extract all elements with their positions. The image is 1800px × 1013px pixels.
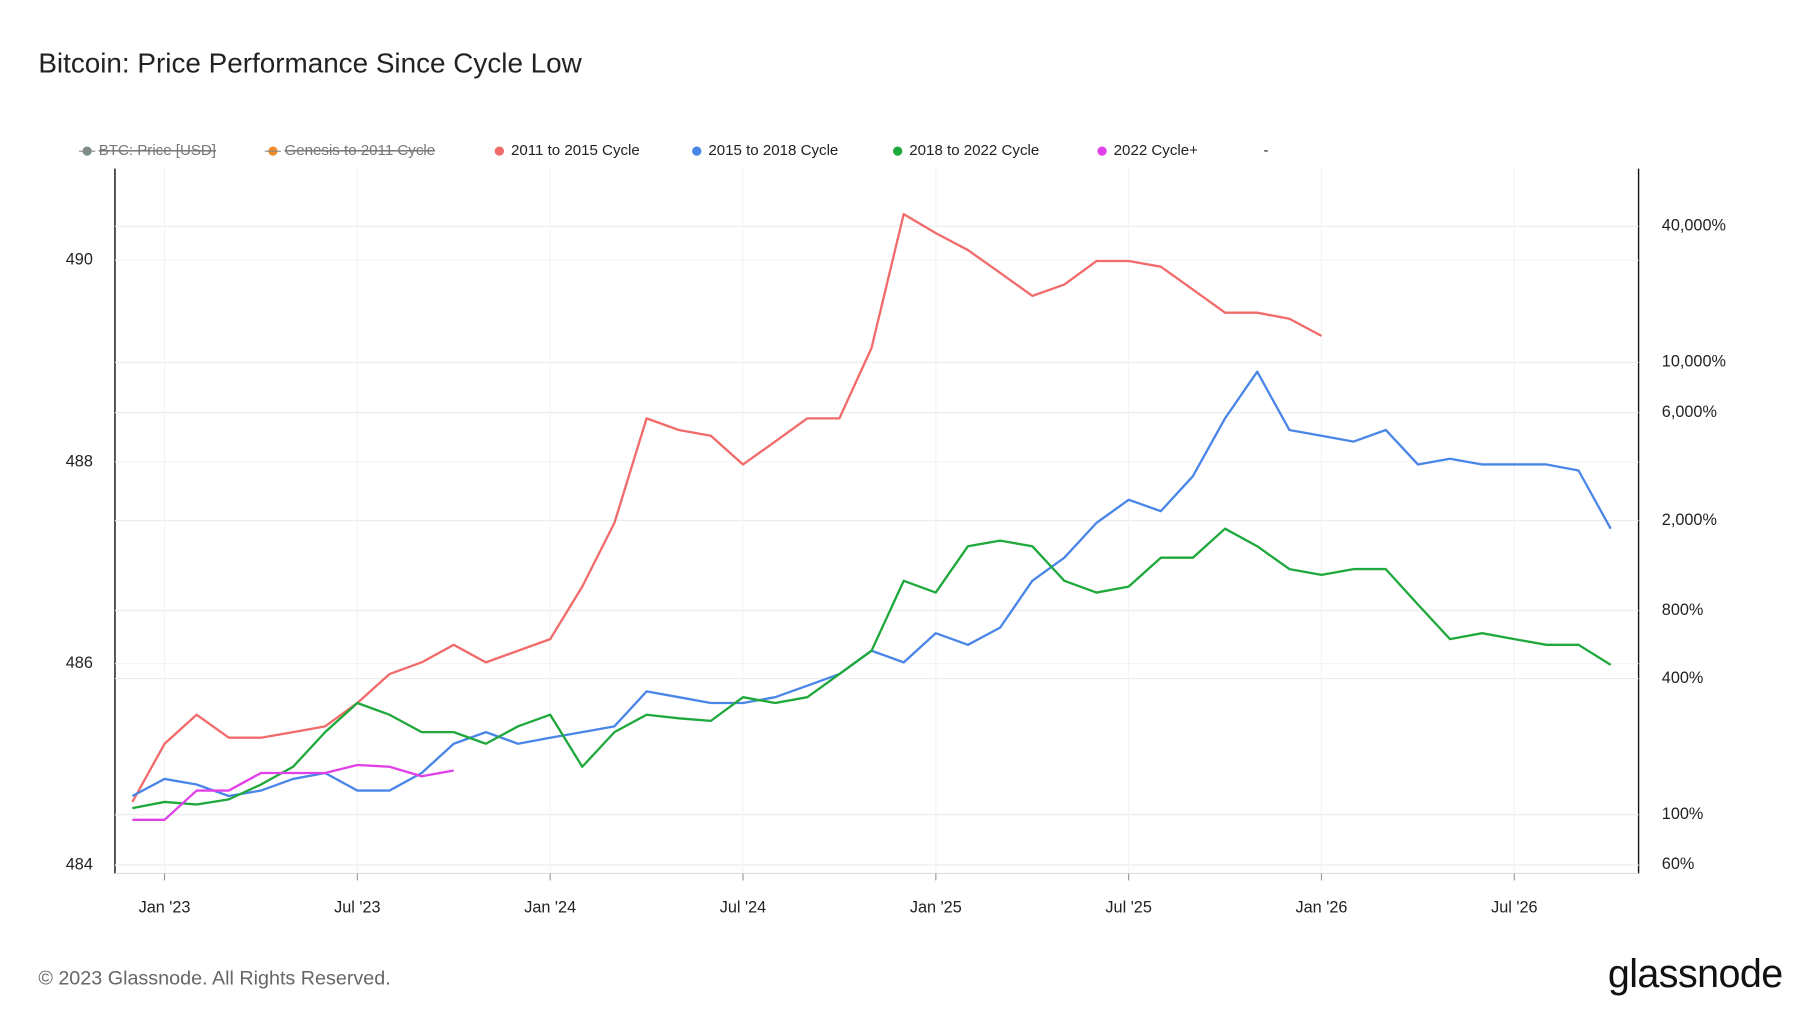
x-tick-label: Jul '24 <box>720 899 766 917</box>
legend-label: BTC: Price [USD] <box>99 142 216 159</box>
y2-tick-label: 10,000% <box>1662 353 1726 371</box>
y-tick-label: 484 <box>66 856 93 874</box>
x-tick-label: Jan '26 <box>1296 899 1348 917</box>
y-tick-label: 490 <box>66 251 93 269</box>
legend-item[interactable]: 2018 to 2022 Cycle <box>893 142 1039 159</box>
legend-marker <box>893 146 903 156</box>
y2-tick-label: 400% <box>1662 669 1704 687</box>
y2-tick-label: 2,000% <box>1662 511 1717 529</box>
legend-item[interactable]: 2015 to 2018 Cycle <box>692 142 838 159</box>
x-tick-label: Jan '25 <box>910 899 962 917</box>
legend-marker <box>1097 146 1107 156</box>
y2-tick-label: 100% <box>1662 805 1704 823</box>
legend-item[interactable]: 2011 to 2015 Cycle <box>494 142 640 159</box>
series-line <box>132 527 1612 810</box>
series-line <box>131 212 1322 803</box>
series-line <box>132 763 454 821</box>
legend-label: 2022 Cycle+ <box>1114 142 1198 159</box>
y-tick-label: 488 <box>66 452 93 470</box>
legend-marker <box>494 146 504 156</box>
logo: glassnode <box>1608 952 1783 996</box>
legend-label: 2015 to 2018 Cycle <box>708 142 838 159</box>
legend-label: 2018 to 2022 Cycle <box>909 142 1039 159</box>
x-tick-label: Jul '26 <box>1491 899 1537 917</box>
footer: © 2023 Glassnode. All Rights Reserved. <box>38 967 390 989</box>
legend-extra: - <box>1263 142 1268 159</box>
legend-label: 2011 to 2015 Cycle <box>511 142 640 159</box>
series-line <box>131 370 1612 798</box>
x-tick-label: Jan '23 <box>139 899 191 917</box>
y2-tick-label: 800% <box>1662 601 1704 619</box>
x-tick-label: Jul '23 <box>334 899 380 917</box>
legend-item[interactable]: 2022 Cycle+ <box>1097 142 1198 159</box>
y-tick-label: 486 <box>66 654 93 672</box>
y2-tick-label: 40,000% <box>1662 217 1726 235</box>
legend-item-hidden[interactable]: Genesis to 2011 Cycle <box>264 142 436 159</box>
chart-title: Bitcoin: Price Performance Since Cycle L… <box>38 48 582 79</box>
legend-label: Genesis to 2011 Cycle <box>285 142 436 159</box>
legend-marker <box>692 146 702 156</box>
y2-tick-label: 60% <box>1662 855 1695 873</box>
x-tick-label: Jul '25 <box>1105 899 1151 917</box>
y2-tick-label: 6,000% <box>1662 403 1717 421</box>
legend-item-hidden[interactable]: BTC: Price [USD] <box>78 142 216 159</box>
x-tick-label: Jan '24 <box>524 899 576 917</box>
